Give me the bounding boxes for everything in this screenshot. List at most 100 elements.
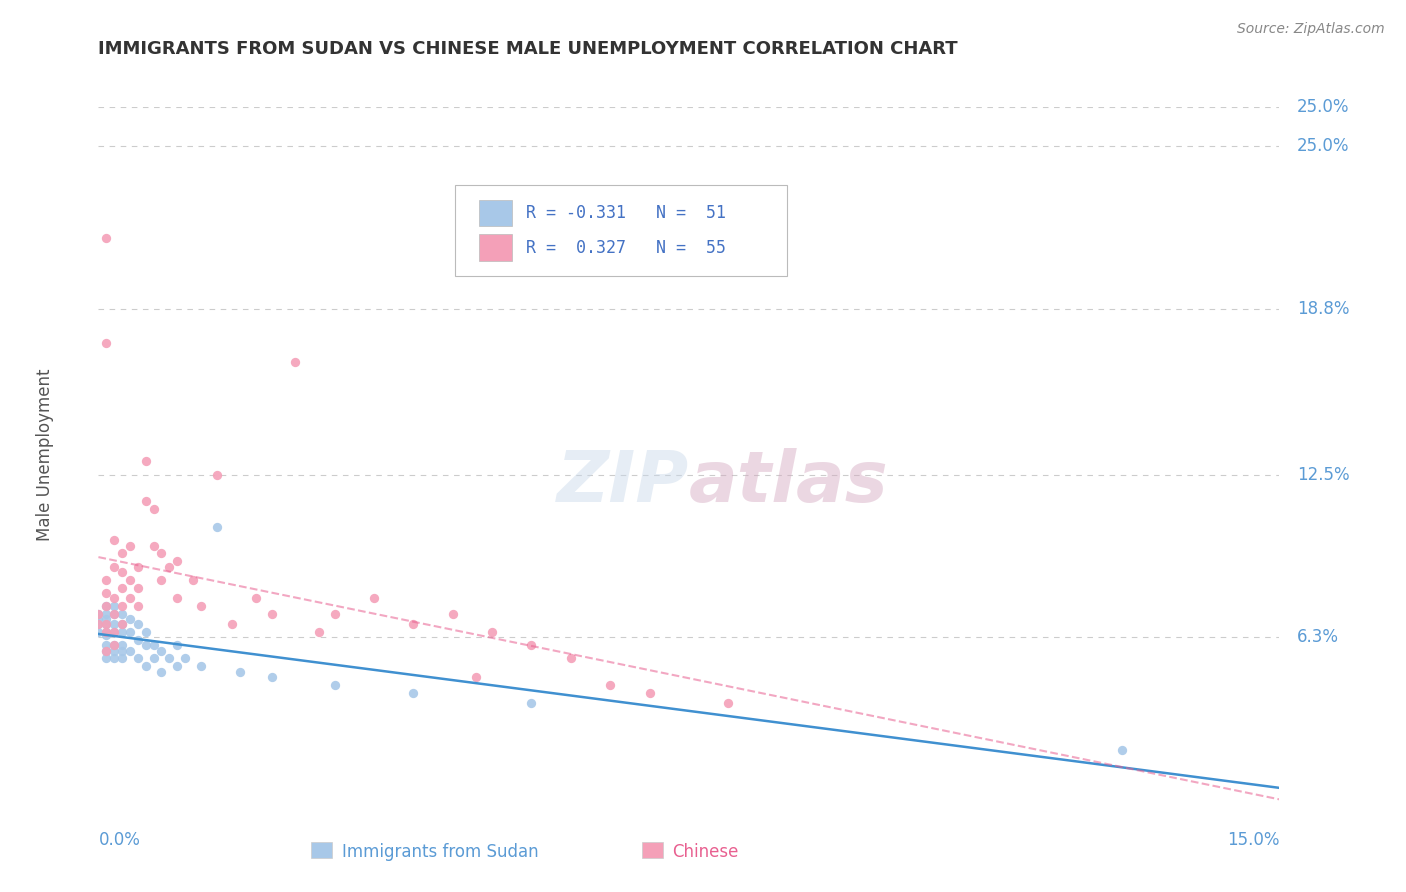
Point <box>166 591 188 605</box>
Point <box>87 612 110 626</box>
Point <box>96 625 118 640</box>
Point <box>103 559 125 574</box>
Point <box>1111 743 1133 757</box>
Text: atlas: atlas <box>689 449 889 517</box>
Point <box>111 617 134 632</box>
FancyBboxPatch shape <box>456 185 787 277</box>
Text: 25.0%: 25.0% <box>1298 137 1350 155</box>
Point <box>111 651 134 665</box>
Point <box>135 494 157 508</box>
Point <box>111 581 134 595</box>
Point <box>520 696 543 710</box>
Point <box>127 651 149 665</box>
Point <box>96 643 118 657</box>
Point <box>96 625 118 640</box>
Text: R =  0.327   N =  55: R = 0.327 N = 55 <box>526 238 725 257</box>
Point <box>127 599 149 613</box>
Point <box>103 591 125 605</box>
Point <box>363 591 385 605</box>
Point <box>96 599 118 613</box>
Point <box>96 586 118 600</box>
Point <box>96 628 118 642</box>
Point <box>599 678 621 692</box>
Point <box>103 651 125 665</box>
Point <box>118 539 141 553</box>
Point <box>135 659 157 673</box>
Point <box>96 617 118 632</box>
Point <box>142 501 165 516</box>
Point <box>441 607 464 621</box>
Point <box>135 625 157 640</box>
Point <box>103 638 125 652</box>
Point <box>205 520 228 534</box>
Point <box>87 607 110 621</box>
Point <box>87 617 110 632</box>
Point <box>111 565 134 579</box>
Point <box>111 638 134 652</box>
Text: Immigrants from Sudan: Immigrants from Sudan <box>342 843 538 861</box>
Point <box>166 554 188 568</box>
Point <box>465 670 488 684</box>
Point <box>560 651 582 665</box>
Point <box>87 625 110 640</box>
Point <box>127 633 149 648</box>
Point <box>127 617 149 632</box>
Point <box>150 573 173 587</box>
Point <box>174 651 197 665</box>
Point <box>229 665 252 679</box>
Point <box>96 607 118 621</box>
Point <box>103 625 125 640</box>
Point <box>127 559 149 574</box>
Point <box>111 546 134 560</box>
Text: ZIP: ZIP <box>557 449 689 517</box>
Text: Source: ZipAtlas.com: Source: ZipAtlas.com <box>1237 22 1385 37</box>
FancyBboxPatch shape <box>641 842 664 858</box>
Point <box>96 231 118 245</box>
Point <box>402 617 425 632</box>
Text: R = -0.331   N =  51: R = -0.331 N = 51 <box>526 203 725 222</box>
Text: 12.5%: 12.5% <box>1298 466 1350 483</box>
FancyBboxPatch shape <box>311 842 332 858</box>
Point <box>111 617 134 632</box>
Point <box>157 559 180 574</box>
Text: 18.8%: 18.8% <box>1298 301 1350 318</box>
Point <box>181 573 204 587</box>
Point <box>103 638 125 652</box>
Point <box>103 643 125 657</box>
Point <box>323 678 346 692</box>
Text: 15.0%: 15.0% <box>1227 830 1279 848</box>
Point <box>166 659 188 673</box>
Point <box>103 599 125 613</box>
Text: 0.0%: 0.0% <box>98 830 141 848</box>
Point <box>111 599 134 613</box>
Point <box>245 591 267 605</box>
Point <box>96 336 118 351</box>
Point <box>717 696 740 710</box>
Point <box>127 581 149 595</box>
Point <box>221 617 243 632</box>
Point <box>260 607 283 621</box>
Point <box>96 612 118 626</box>
Point <box>96 643 118 657</box>
Point <box>142 539 165 553</box>
Point <box>103 617 125 632</box>
Point <box>111 625 134 640</box>
Point <box>87 607 110 621</box>
Point <box>111 607 134 621</box>
Point <box>166 638 188 652</box>
Point <box>308 625 330 640</box>
FancyBboxPatch shape <box>478 200 512 226</box>
Point <box>157 651 180 665</box>
Point <box>118 612 141 626</box>
Point <box>87 617 110 632</box>
Point <box>103 607 125 621</box>
Point <box>520 638 543 652</box>
Point <box>638 685 661 699</box>
FancyBboxPatch shape <box>478 235 512 260</box>
Point <box>118 643 141 657</box>
Point <box>103 625 125 640</box>
Point <box>142 638 165 652</box>
Text: 25.0%: 25.0% <box>1298 98 1350 116</box>
Point <box>284 355 307 369</box>
Point <box>190 659 212 673</box>
